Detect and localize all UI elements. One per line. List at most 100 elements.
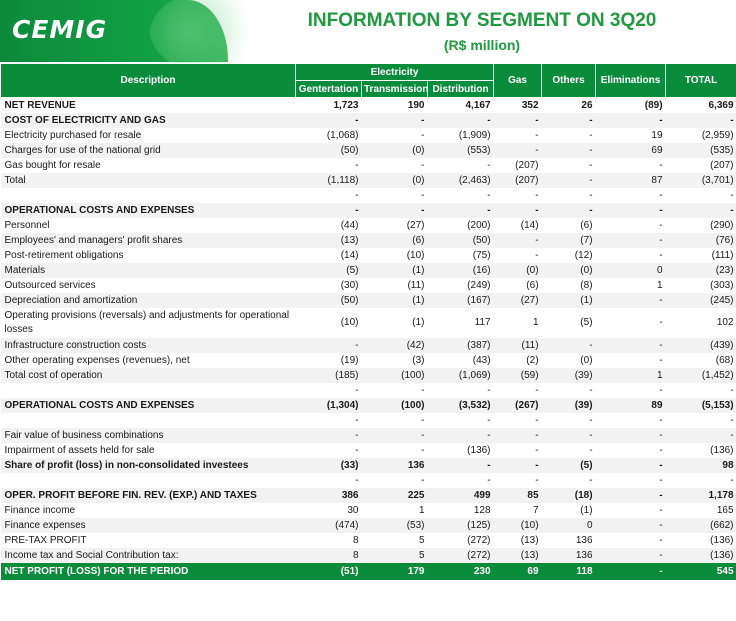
table-row: ------- (0, 188, 736, 203)
cell-transmission: - (361, 128, 428, 143)
cell-eliminations: - (595, 518, 666, 533)
cell-transmission: (10) (361, 248, 428, 263)
cell-total: 545 (665, 563, 736, 580)
table-row: ------- (0, 413, 736, 428)
row-label: Fair value of business combinations (0, 428, 296, 443)
cell-total: 6,369 (665, 97, 736, 113)
cell-generation: 386 (295, 488, 362, 503)
cell-others: - (541, 428, 596, 443)
cell-transmission: - (361, 383, 428, 398)
cell-gas: - (493, 233, 542, 248)
cell-generation: (14) (295, 248, 362, 263)
cell-distribution: - (427, 188, 494, 203)
cell-generation: 8 (295, 533, 362, 548)
header-generation: Gentertation (295, 80, 362, 98)
cell-others: - (541, 443, 596, 458)
cell-transmission: 136 (361, 458, 428, 473)
cell-transmission: - (361, 413, 428, 428)
cell-total: (439) (665, 338, 736, 353)
cell-eliminations: 1 (595, 278, 666, 293)
cell-others: 118 (541, 563, 596, 580)
cell-others: - (541, 143, 596, 158)
cell-generation: - (295, 383, 362, 398)
cell-others: (5) (541, 458, 596, 473)
cell-generation: (50) (295, 143, 362, 158)
cell-distribution: 128 (427, 503, 494, 518)
cell-eliminations: - (595, 533, 666, 548)
table-row: Gas bought for resale - - - (207) - - (207) (0, 158, 736, 173)
cell-distribution: (249) (427, 278, 494, 293)
cell-distribution: - (427, 113, 494, 128)
cell-distribution: (200) (427, 218, 494, 233)
cell-others: (7) (541, 233, 596, 248)
table-row: Depreciation and amortization (50) (1) (167… (0, 293, 736, 308)
cell-others: (1) (541, 503, 596, 518)
header-others: Others (541, 63, 597, 98)
cell-generation: - (295, 473, 362, 488)
table-row: Other operating expenses (revenues), net… (0, 353, 736, 368)
cell-others: - (541, 188, 596, 203)
cell-gas: (11) (493, 338, 542, 353)
cell-generation: - (295, 113, 362, 128)
header-transmission: Transmission (361, 80, 428, 98)
cell-gas: 69 (493, 563, 542, 580)
table-row: Outsourced services (30) (11) (249) (6) (8) 1(… (0, 278, 736, 293)
cell-others: - (541, 413, 596, 428)
cell-total: (290) (665, 218, 736, 233)
cell-total: (207) (665, 158, 736, 173)
cell-transmission: (53) (361, 518, 428, 533)
row-label: COST OF ELECTRICITY AND GAS (0, 113, 296, 128)
cell-total: (68) (665, 353, 736, 368)
table-row: Electricity purchased for resale (1,068) -… (0, 128, 736, 143)
cell-generation: (5) (295, 263, 362, 278)
cell-gas: 7 (493, 503, 542, 518)
cell-distribution: (553) (427, 143, 494, 158)
cell-distribution: (16) (427, 263, 494, 278)
row-label: Finance expenses (0, 518, 296, 533)
cell-others: 0 (541, 518, 596, 533)
row-label (0, 473, 296, 488)
table-row: Impairment of assets held for sale - - (136… (0, 443, 736, 458)
table-row: Finance expenses (474) (53) (125) (10) 0- (662… (0, 518, 736, 533)
table-row: ------- (0, 473, 736, 488)
cell-transmission: (1) (361, 308, 428, 338)
cell-total: - (665, 113, 736, 128)
cell-others: (39) (541, 368, 596, 383)
table-row: NET REVENUE 1,723 190 4,167 352 26 (89) 6,369 (0, 97, 736, 113)
cell-eliminations: 0 (595, 263, 666, 278)
cell-transmission: (100) (361, 398, 428, 413)
cell-gas: (207) (493, 158, 542, 173)
company-logo: CEMIG (12, 15, 108, 44)
cell-gas: (13) (493, 548, 542, 563)
cell-eliminations: - (595, 488, 666, 503)
cell-total: (136) (665, 533, 736, 548)
cell-others: - (541, 173, 596, 188)
cell-total: - (665, 413, 736, 428)
table-body: NET REVENUE 1,723 190 4,167 352 26 (89) 6,369 CO… (0, 97, 736, 580)
cell-total: - (665, 383, 736, 398)
table-row: Infrastructure construction costs - (42) (3… (0, 338, 736, 353)
cell-total: (1,452) (665, 368, 736, 383)
cell-eliminations: - (595, 563, 666, 580)
cell-generation: - (295, 338, 362, 353)
cell-eliminations: - (595, 548, 666, 563)
cell-others: (0) (541, 353, 596, 368)
row-label: Impairment of assets held for sale (0, 443, 296, 458)
cell-generation: - (295, 188, 362, 203)
cell-generation: (51) (295, 563, 362, 580)
row-label: Post-retirement obligations (0, 248, 296, 263)
cell-gas: - (493, 203, 542, 218)
cell-eliminations: - (595, 443, 666, 458)
cell-total: 98 (665, 458, 736, 473)
cell-total: (23) (665, 263, 736, 278)
cell-gas: - (493, 188, 542, 203)
row-label: Charges for use of the national grid (0, 143, 296, 158)
cell-generation: (33) (295, 458, 362, 473)
cell-others: - (541, 113, 596, 128)
row-label (0, 188, 296, 203)
cell-others: (6) (541, 218, 596, 233)
cell-generation: (185) (295, 368, 362, 383)
segment-table: Description Electricity Gas Others Elimi… (0, 63, 736, 580)
cell-transmission: 1 (361, 503, 428, 518)
cell-total: 165 (665, 503, 736, 518)
